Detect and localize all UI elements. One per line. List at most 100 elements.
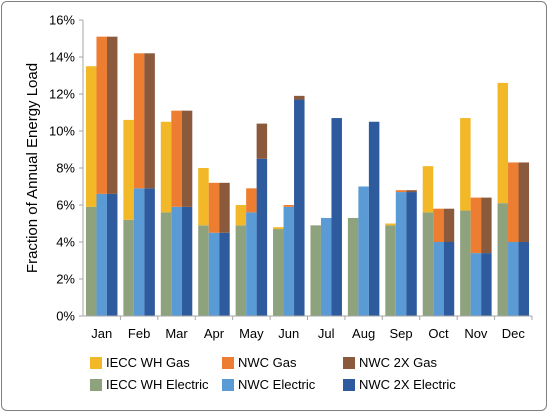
bar-nwc-2x-gas-feb (144, 53, 155, 189)
x-tick-label: Jul (318, 326, 335, 341)
bar-nwc-electric-jun (283, 206, 295, 316)
bar-iecc-wh-electric-nov (460, 210, 471, 316)
x-tick-label: Apr (204, 326, 225, 341)
legend-swatch (343, 379, 355, 391)
bar-nwc-electric-oct (433, 242, 444, 316)
bar-nwc-2x-electric-jun (294, 99, 305, 316)
bar-iecc-wh-gas-oct (422, 166, 434, 213)
legend-swatch (222, 379, 234, 391)
x-tick-label: May (239, 326, 264, 341)
bar-nwc-2x-electric-mar (181, 206, 193, 316)
legend-label: NWC Electric (238, 377, 316, 392)
bar-nwc-2x-electric-aug (368, 121, 380, 316)
bar-iecc-wh-electric-may (235, 225, 247, 316)
bar-nwc-electric-nov (470, 253, 482, 316)
bar-nwc-electric-may (246, 212, 257, 316)
bar-nwc-2x-gas-mar (181, 110, 193, 207)
legend-label: NWC 2X Gas (359, 355, 438, 370)
x-tick-label: Oct (428, 326, 449, 341)
y-tick-label: 14% (49, 50, 75, 65)
bar-iecc-wh-gas-mar (160, 121, 172, 213)
legend-swatch (222, 357, 234, 369)
bar-iecc-wh-gas-jan (85, 66, 97, 207)
legend-label: NWC Gas (238, 355, 297, 370)
legend-label: NWC 2X Electric (359, 377, 456, 392)
bar-nwc-2x-electric-apr (219, 232, 230, 316)
bar-nwc-2x-gas-oct (443, 208, 455, 242)
bar-nwc-gas-mar (171, 110, 182, 207)
bar-nwc-gas-dec (508, 162, 519, 242)
bar-nwc-electric-mar (171, 206, 182, 316)
bar-iecc-wh-electric-mar (160, 212, 172, 316)
bar-nwc-2x-electric-sep (406, 192, 417, 316)
bar-nwc-2x-electric-jul (331, 118, 342, 316)
bar-nwc-2x-electric-may (256, 158, 268, 316)
bar-iecc-wh-gas-apr (198, 168, 209, 226)
bar-nwc-2x-gas-jun (294, 95, 305, 100)
y-tick-label: 2% (56, 272, 75, 287)
y-tick-label: 8% (56, 161, 75, 176)
bar-iecc-wh-electric-sep (385, 225, 396, 316)
bar-iecc-wh-electric-apr (198, 225, 209, 316)
bar-nwc-electric-jan (96, 193, 107, 316)
bar-iecc-wh-electric-jun (273, 229, 284, 316)
y-tick-label: 6% (56, 198, 75, 213)
bar-iecc-wh-electric-dec (497, 203, 509, 316)
y-tick-label: 10% (49, 124, 75, 139)
x-axis-ticks: Jan Feb Mar Apr May Jun Jul Aug Sep Oct Nov Dec (91, 316, 533, 341)
bar-nwc-gas-oct (433, 208, 444, 242)
bar-nwc-gas-apr (208, 182, 220, 233)
x-tick-label: Dec (502, 326, 526, 341)
bar-iecc-wh-electric-aug (347, 217, 359, 316)
bar-nwc-2x-gas-sep (406, 190, 417, 193)
y-tick-label: 12% (49, 87, 75, 102)
bar-nwc-electric-feb (133, 188, 145, 316)
bar-iecc-wh-electric-oct (422, 212, 434, 316)
bar-nwc-2x-gas-nov (481, 197, 492, 254)
legend-swatch (90, 357, 102, 369)
bar-nwc-2x-electric-jan (106, 193, 118, 316)
x-tick-label: Jan (91, 326, 112, 341)
legend: IECC WH Gas NWC Gas NWC 2X Gas IECC WH Elec… (90, 355, 456, 392)
bars (85, 36, 530, 316)
y-tick-label: 16% (49, 13, 75, 28)
bar-nwc-2x-gas-apr (219, 182, 230, 233)
bar-nwc-2x-gas-jan (106, 36, 118, 194)
bar-nwc-2x-electric-nov (481, 253, 492, 316)
y-axis-title: Fraction of Annual Energy Load (24, 63, 41, 273)
bar-nwc-2x-electric-dec (518, 242, 530, 316)
bar-nwc-gas-jun (283, 205, 295, 207)
bar-iecc-wh-electric-feb (123, 219, 134, 316)
bar-nwc-electric-aug (358, 186, 369, 316)
y-tick-label: 0% (56, 309, 75, 324)
bar-iecc-wh-gas-jun (273, 227, 284, 230)
bar-nwc-2x-gas-dec (518, 162, 530, 242)
bar-iecc-wh-electric-jan (85, 206, 97, 316)
bar-nwc-gas-nov (470, 197, 482, 254)
x-tick-label: Sep (389, 326, 412, 341)
bar-nwc-electric-dec (508, 242, 519, 316)
legend-label: IECC WH Gas (106, 355, 190, 370)
bar-nwc-2x-gas-may (256, 123, 268, 159)
y-axis-ticks: 0% 2% 4% 6% 8% 10% 12% 14% 16% (49, 13, 83, 324)
x-tick-label: Mar (165, 326, 188, 341)
bar-nwc-2x-electric-feb (144, 188, 155, 316)
bar-iecc-wh-gas-dec (497, 82, 509, 204)
bar-iecc-wh-gas-sep (385, 223, 396, 226)
bar-iecc-wh-gas-may (235, 205, 247, 226)
x-tick-label: Aug (352, 326, 375, 341)
bar-nwc-gas-jan (96, 36, 107, 194)
legend-swatch (90, 379, 102, 391)
x-tick-label: Jun (278, 326, 299, 341)
bar-nwc-gas-feb (133, 53, 145, 189)
bar-nwc-electric-sep (395, 192, 407, 316)
bar-iecc-wh-electric-jul (310, 225, 321, 316)
bar-nwc-gas-may (246, 188, 257, 213)
x-tick-label: Feb (128, 326, 150, 341)
bar-nwc-2x-electric-oct (443, 242, 455, 316)
y-tick-label: 4% (56, 235, 75, 250)
bar-nwc-gas-sep (395, 190, 407, 193)
bar-nwc-electric-apr (208, 232, 220, 316)
legend-label: IECC WH Electric (106, 377, 209, 392)
